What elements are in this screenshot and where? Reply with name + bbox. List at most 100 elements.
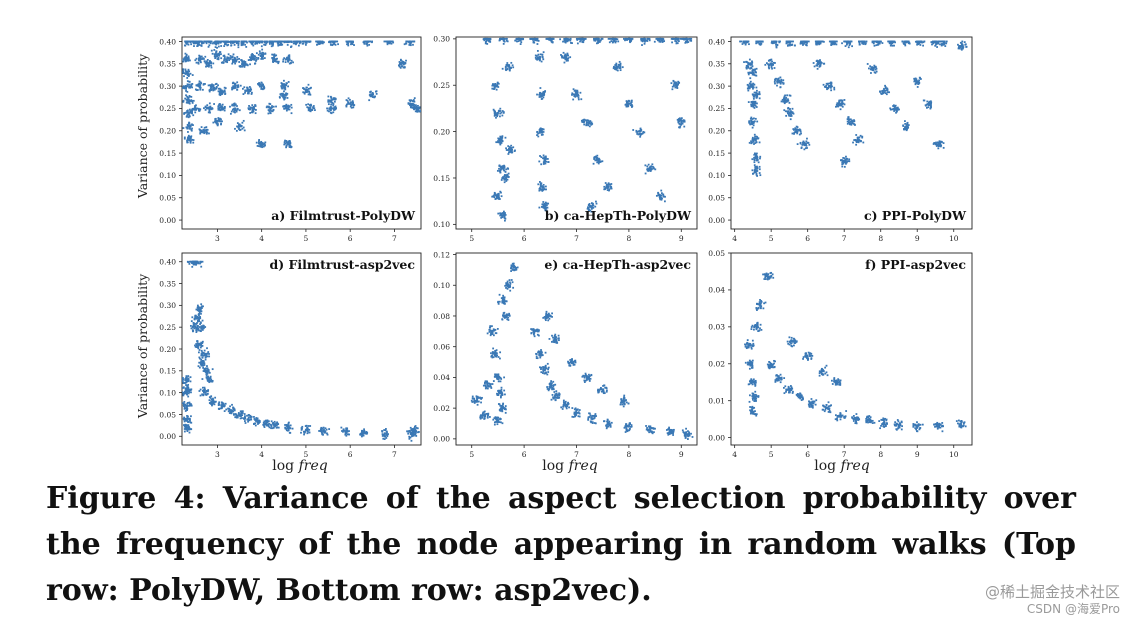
data-point	[216, 53, 219, 56]
data-point	[750, 105, 753, 108]
data-point	[743, 40, 746, 43]
data-point	[672, 79, 675, 82]
data-point	[492, 108, 495, 111]
data-point	[627, 102, 630, 105]
data-point	[218, 53, 220, 56]
data-point	[196, 41, 198, 44]
data-point	[753, 120, 756, 123]
data-point	[831, 42, 834, 45]
data-point	[199, 346, 202, 349]
data-point	[366, 44, 369, 47]
data-point	[755, 156, 758, 159]
data-point	[497, 212, 500, 215]
data-point	[403, 66, 406, 69]
data-point	[260, 58, 263, 60]
data-point	[327, 99, 330, 102]
data-point	[185, 101, 188, 104]
data-point	[592, 162, 595, 165]
data-point	[895, 111, 897, 114]
data-point	[503, 181, 506, 184]
data-point	[773, 67, 776, 69]
data-point	[590, 121, 593, 124]
data-point	[792, 40, 794, 43]
data-point	[187, 57, 190, 59]
data-point	[683, 119, 686, 122]
data-point	[195, 84, 198, 87]
data-point	[793, 44, 796, 47]
data-point	[194, 344, 196, 347]
data-point	[843, 99, 846, 101]
y-tick-label: 0.20	[159, 127, 176, 136]
data-point	[252, 57, 254, 60]
data-point	[789, 94, 792, 97]
data-point	[187, 73, 190, 76]
data-point	[655, 194, 658, 197]
data-point	[193, 40, 196, 43]
data-point	[608, 189, 610, 192]
data-point	[848, 44, 851, 47]
data-point	[917, 42, 920, 45]
data-point	[186, 388, 188, 391]
data-point	[506, 68, 509, 71]
data-point	[846, 118, 849, 121]
data-point	[908, 41, 911, 44]
data-point	[505, 147, 507, 150]
data-point	[919, 44, 922, 46]
data-point	[812, 62, 815, 64]
data-point	[326, 107, 328, 110]
data-point	[802, 140, 805, 143]
data-point	[540, 182, 543, 185]
data-point	[616, 67, 619, 69]
data-point	[200, 55, 203, 58]
data-point	[185, 58, 188, 61]
data-point	[250, 59, 253, 62]
data-point	[287, 108, 290, 111]
data-point	[861, 42, 864, 45]
data-point	[189, 59, 191, 62]
data-point	[185, 404, 188, 407]
data-point	[629, 104, 632, 107]
data-point	[535, 55, 538, 57]
data-point	[639, 127, 642, 130]
data-point	[830, 40, 833, 43]
data-point	[581, 121, 584, 123]
data-point	[939, 43, 941, 46]
data-point	[225, 40, 228, 43]
data-point	[605, 183, 608, 186]
data-point	[413, 104, 416, 106]
data-point	[584, 37, 587, 40]
data-point	[850, 40, 853, 43]
data-point	[188, 417, 190, 420]
data-point	[849, 118, 852, 121]
data-point	[753, 91, 756, 94]
data-point	[679, 118, 682, 121]
data-point	[190, 327, 193, 330]
data-point	[182, 127, 185, 129]
data-point	[217, 107, 220, 110]
data-point	[201, 364, 204, 367]
data-point	[235, 40, 238, 43]
data-point	[194, 105, 196, 107]
data-point	[881, 42, 884, 44]
data-point	[274, 54, 276, 57]
data-point	[626, 101, 629, 104]
data-point	[598, 161, 601, 163]
data-point	[212, 41, 215, 44]
data-point	[191, 123, 193, 126]
data-point	[183, 428, 186, 430]
data-point	[571, 42, 573, 44]
data-point	[641, 132, 644, 135]
data-point	[675, 37, 678, 40]
data-point	[321, 41, 323, 44]
data-point	[352, 103, 355, 106]
data-point	[484, 37, 487, 40]
data-point	[935, 43, 937, 46]
data-point	[494, 84, 497, 87]
data-point	[791, 111, 794, 114]
data-point	[187, 113, 190, 116]
data-point	[495, 197, 498, 200]
data-point	[896, 108, 899, 111]
data-point	[212, 87, 215, 90]
data-point	[498, 167, 500, 170]
data-point	[776, 44, 779, 47]
